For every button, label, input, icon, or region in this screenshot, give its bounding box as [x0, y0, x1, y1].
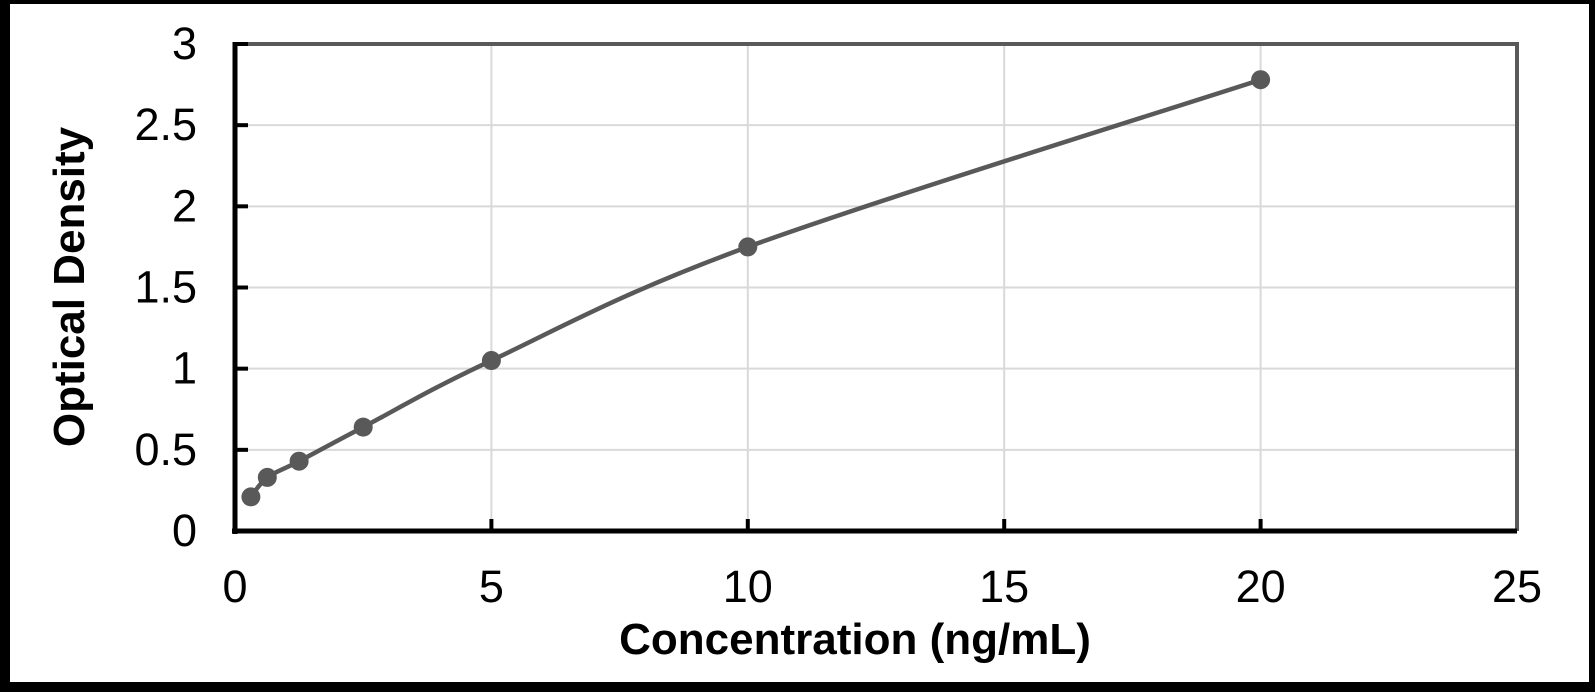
- x-tick-label: 0: [222, 561, 247, 612]
- data-point-marker: [1251, 70, 1271, 90]
- y-tick-label: 2.5: [134, 99, 197, 150]
- x-tick-label: 25: [1492, 561, 1542, 612]
- y-tick-label: 2: [172, 180, 197, 231]
- y-tick-label: 3: [172, 18, 197, 69]
- y-axis-title: Optical Density: [45, 126, 94, 448]
- data-point-marker: [289, 451, 309, 471]
- y-tick-label: 1: [172, 343, 197, 394]
- data-point-marker: [738, 237, 758, 257]
- data-point-marker: [353, 417, 373, 437]
- x-tick-label: 15: [979, 561, 1029, 612]
- y-tick-label: 0: [172, 505, 197, 556]
- x-tick-label: 20: [1236, 561, 1286, 612]
- data-point-marker: [241, 487, 261, 507]
- line-chart: 0 0.5 1 1.5 2 2.5 3 0 5 10 15 20 25: [134, 18, 1542, 612]
- x-tick-label: 10: [723, 561, 773, 612]
- x-tick-label: 5: [479, 561, 504, 612]
- y-tick-label: 1.5: [134, 262, 197, 313]
- data-point-marker: [257, 467, 277, 487]
- x-axis-title: Concentration (ng/mL): [619, 615, 1091, 664]
- y-tick-label: 0.5: [134, 424, 197, 475]
- data-point-marker: [481, 351, 501, 371]
